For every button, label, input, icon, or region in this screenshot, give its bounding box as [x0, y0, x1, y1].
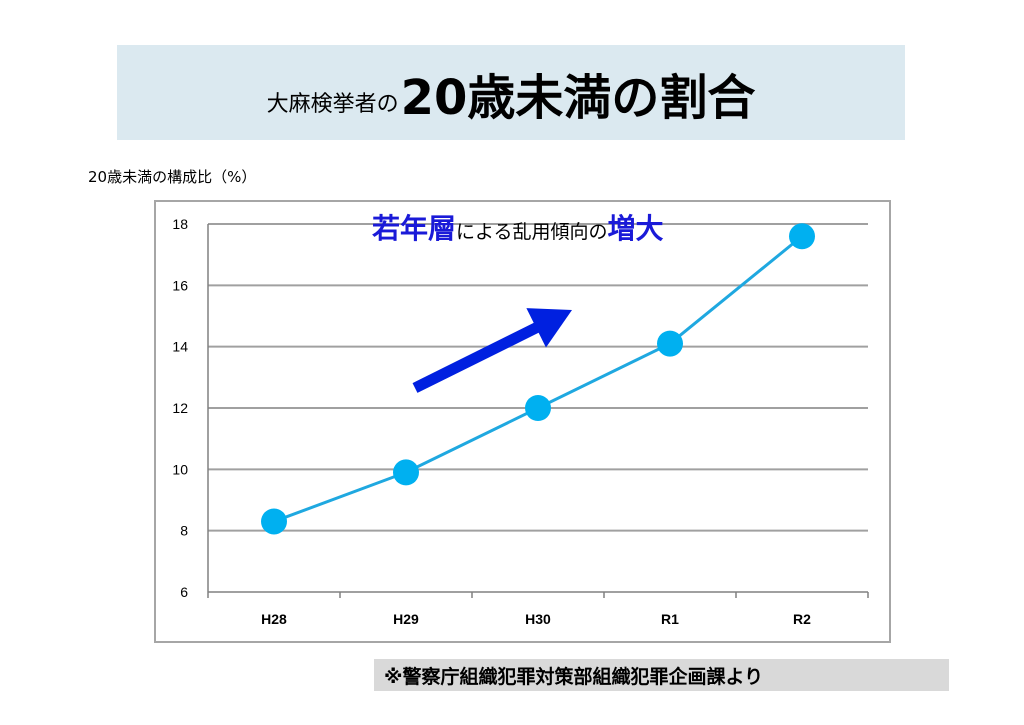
data-point [525, 395, 551, 421]
chart-frame [154, 200, 891, 643]
title-banner: 大麻検挙者の 20歳未満の割合 [117, 45, 905, 140]
trend-arrow-shaft [412, 317, 550, 393]
y-tick-label: 10 [172, 461, 188, 477]
page-title: 20歳未満の割合 [400, 69, 756, 126]
y-tick-label: 18 [172, 216, 188, 232]
annotation-text: による乱用傾向の [456, 221, 607, 243]
title-prefix: 大麻検挙者の [266, 91, 399, 117]
data-point [657, 330, 683, 357]
x-tick-label: R1 [661, 611, 679, 627]
data-point [789, 223, 815, 250]
annotation-highlight: 増大 [607, 212, 663, 245]
y-tick-label: 14 [172, 339, 188, 355]
y-tick-label: 12 [172, 400, 188, 416]
x-tick-label: H30 [525, 611, 551, 627]
trend-annotation: 若年層による乱用傾向の増大 [372, 212, 663, 245]
series-line [273, 235, 803, 523]
y-tick-label: 8 [180, 523, 188, 539]
x-tick-label: H28 [261, 611, 287, 627]
source-note-text: ※警察庁組織犯罪対策部組織犯罪企画課より [384, 665, 764, 688]
data-point [261, 508, 287, 535]
x-tick-label: R2 [793, 611, 811, 627]
data-point [393, 459, 419, 486]
trend-arrow-head [526, 308, 572, 348]
y-tick-label: 16 [172, 277, 188, 293]
source-note: ※警察庁組織犯罪対策部組織犯罪企画課より [374, 659, 949, 691]
y-axis-label: 20歳未満の構成比（%） [88, 168, 257, 186]
annotation-highlight: 若年層 [372, 212, 456, 245]
y-tick-label: 6 [180, 584, 188, 600]
x-tick-label: H29 [393, 611, 419, 627]
